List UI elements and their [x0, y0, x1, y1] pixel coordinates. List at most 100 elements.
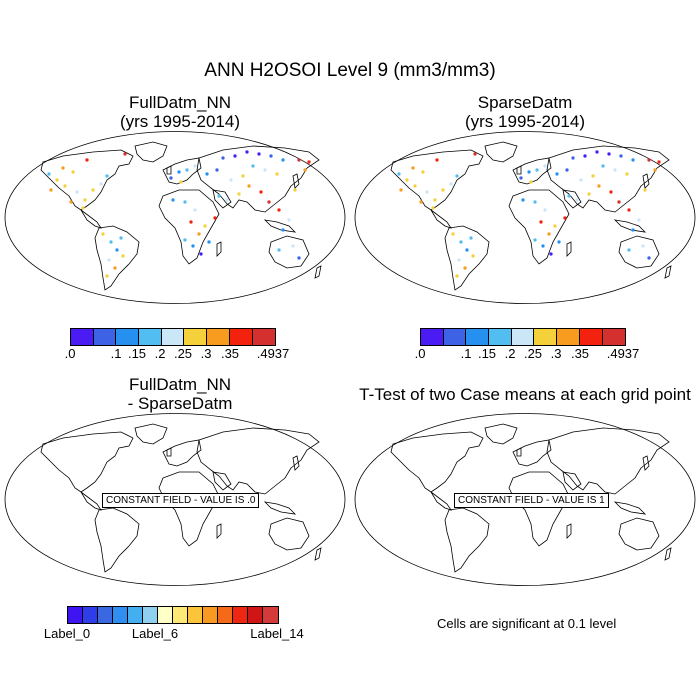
station-dot [627, 248, 631, 252]
colorbar-tick-label: .1 [460, 346, 472, 361]
panel3-title: FullDatm_NN - SparseDatm [60, 375, 300, 413]
station-dot [399, 188, 403, 192]
station-dot [213, 216, 217, 220]
colorbar-tick-label: .4937 [606, 346, 640, 361]
station-dot [641, 244, 645, 248]
station-dot [405, 178, 409, 182]
station-dot [189, 220, 193, 224]
map-dots-1 [47, 150, 311, 278]
coastline [562, 189, 582, 209]
station-dot [627, 208, 631, 212]
coastline [158, 471, 220, 547]
colorbar-swatch [98, 607, 113, 623]
coastline [94, 507, 140, 573]
coastline [314, 547, 322, 561]
colorbar-swatch [443, 329, 467, 345]
constant-field-label-panel-4: CONSTANT FIELD - VALUE IS 1 [454, 493, 609, 508]
station-dot [191, 244, 195, 248]
panel1-title: FullDatm_NN (yrs 1995-2014) [60, 93, 300, 131]
colorbar-swatch [113, 607, 128, 623]
station-dot [565, 168, 569, 172]
colorbar-swatch [143, 607, 158, 623]
colorbar-tick-label: .25 [523, 346, 543, 361]
station-dot [267, 200, 271, 204]
colorbar-swatch [466, 329, 490, 345]
station-dot [245, 150, 249, 154]
map-boundary [4, 413, 346, 586]
colorbar-swatch [158, 607, 173, 623]
station-dot [217, 194, 221, 198]
coastline [80, 491, 102, 511]
station-dot [119, 236, 123, 240]
station-dot [541, 244, 545, 248]
coastline [134, 141, 168, 163]
station-dot [215, 168, 219, 172]
station-dot [169, 176, 173, 180]
station-dot [291, 244, 295, 248]
station-dot [455, 274, 459, 278]
panel2-title-line2: (yrs 1995-2014) [464, 112, 585, 131]
colorbar-tick-label: .15 [127, 346, 147, 361]
station-dot [183, 238, 187, 242]
coastline [40, 149, 134, 211]
station-dot [533, 238, 537, 242]
station-dot [619, 154, 623, 158]
station-dot [185, 168, 189, 172]
colorbar-swatch [128, 607, 143, 623]
station-dot [519, 176, 523, 180]
station-dot [91, 188, 95, 192]
map-boundary [4, 131, 346, 304]
colorbar-tick-label: .1 [110, 346, 122, 361]
colorbar-labels-panel-2: .0 .1 .15 .2 .25 .3 .35 .4937 [415, 346, 640, 361]
station-dot [229, 178, 233, 182]
coastline [664, 265, 672, 279]
station-dot [101, 232, 105, 236]
station-dot [451, 232, 455, 236]
station-dot [303, 168, 307, 172]
station-dot [465, 248, 469, 252]
coastline [80, 209, 102, 229]
station-dot [71, 170, 75, 174]
station-dot [549, 252, 553, 256]
station-dot [557, 240, 561, 244]
station-dot [259, 190, 263, 194]
station-dot [237, 192, 241, 196]
coastline [430, 209, 452, 229]
colorbar-swatch [534, 329, 558, 345]
station-dot [121, 254, 125, 258]
station-dot [643, 188, 647, 192]
station-dot [179, 180, 183, 184]
coastline [618, 235, 660, 269]
station-dot [49, 188, 53, 192]
station-dot [457, 258, 461, 262]
station-dot [225, 198, 229, 202]
colorbar-swatch [139, 329, 162, 345]
colorbar-swatch [233, 607, 248, 623]
coastline [162, 157, 202, 185]
station-dot [207, 240, 211, 244]
station-dot [463, 266, 467, 270]
map-panel-3 [4, 413, 346, 586]
station-dot [625, 172, 629, 176]
station-dot [591, 174, 595, 178]
coastline [444, 225, 490, 291]
colorbar-swatch [263, 607, 278, 623]
station-dot [123, 152, 127, 156]
colorbar-panel-1 [70, 328, 277, 346]
station-dot [613, 168, 617, 172]
station-dot [55, 178, 59, 182]
station-dot [563, 216, 567, 220]
station-dot [459, 240, 463, 244]
station-dot [579, 178, 583, 182]
station-dot [233, 154, 237, 158]
station-dot [47, 172, 51, 176]
colorbar-swatch [252, 329, 276, 345]
station-dot [115, 248, 119, 252]
colorbar-tick-label: .15 [477, 346, 497, 361]
coastline [508, 189, 570, 265]
station-dot [275, 172, 279, 176]
coastline [546, 427, 670, 495]
panel2-title: SparseDatm (yrs 1995-2014) [405, 93, 645, 131]
colorbar-panel-2 [420, 328, 627, 346]
coastline [268, 517, 310, 551]
